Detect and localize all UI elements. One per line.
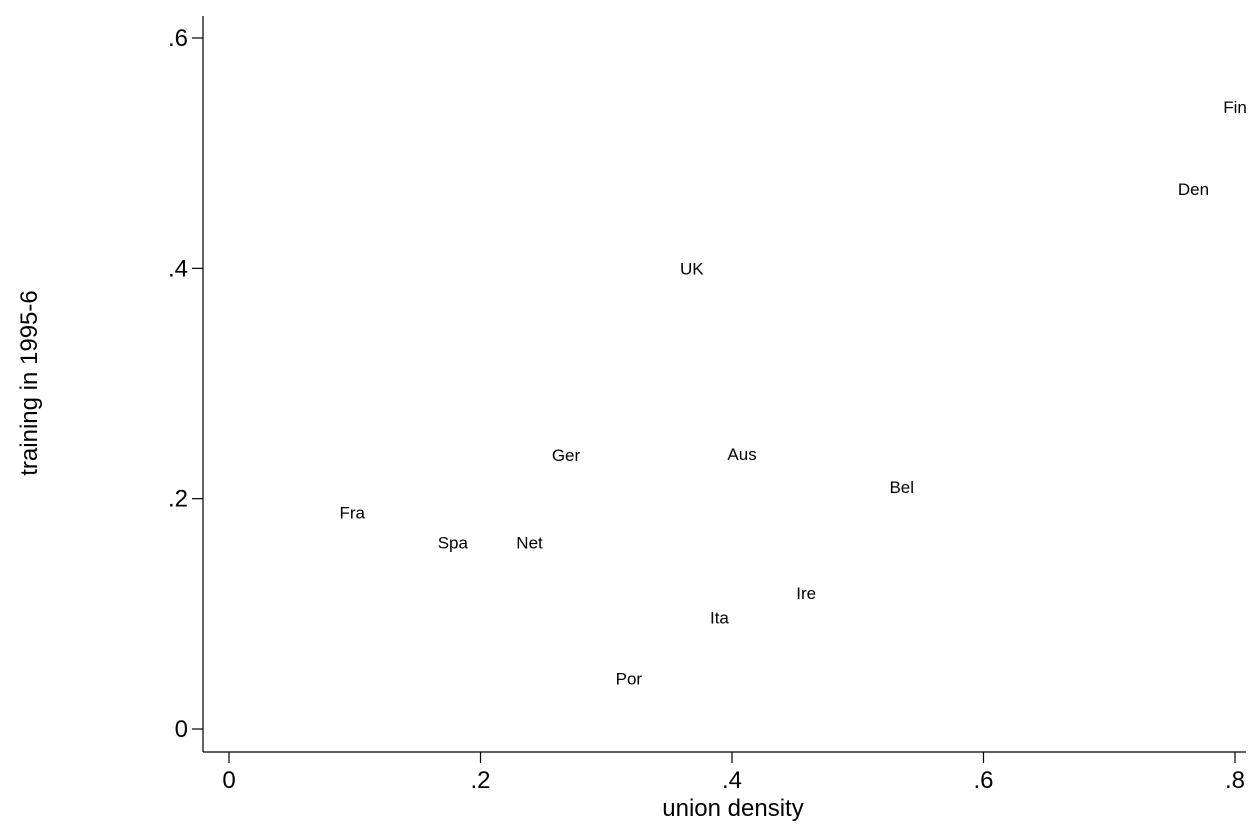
x-axis-ticks: 0 .2 .4 .6 .8: [222, 752, 1245, 794]
x-tick-label: 0: [222, 767, 235, 794]
y-tick-label: .2: [168, 486, 188, 513]
data-point-bel: Bel: [889, 478, 914, 497]
x-tick-label: .2: [470, 767, 490, 794]
y-tick-label: .6: [168, 25, 188, 52]
data-point-den: Den: [1178, 180, 1209, 199]
data-point-ger: Ger: [552, 446, 581, 465]
data-point-ire: Ire: [796, 584, 816, 603]
x-axis-title: union density: [662, 795, 803, 822]
y-axis-title: training in 1995-6: [16, 290, 43, 475]
y-tick-label: .4: [168, 255, 188, 282]
data-point-fra: Fra: [339, 503, 365, 522]
data-point-uk: UK: [680, 259, 704, 278]
data-point-net: Net: [516, 533, 543, 552]
y-axis-ticks: 0 .2 .4 .6: [168, 25, 203, 743]
data-point-ita: Ita: [710, 608, 729, 627]
data-point-aus: Aus: [727, 445, 756, 464]
y-tick-label: 0: [175, 716, 188, 743]
x-tick-label: .4: [722, 767, 742, 794]
data-point-labels: Fin Den UK Ger Aus Bel Fra Spa Net Ire Ita Por: [339, 98, 1246, 688]
data-point-spa: Spa: [438, 533, 469, 552]
x-tick-label: .8: [1225, 767, 1245, 794]
x-tick-label: .6: [973, 767, 993, 794]
data-point-fin: Fin: [1223, 98, 1247, 117]
data-point-por: Por: [616, 669, 643, 688]
